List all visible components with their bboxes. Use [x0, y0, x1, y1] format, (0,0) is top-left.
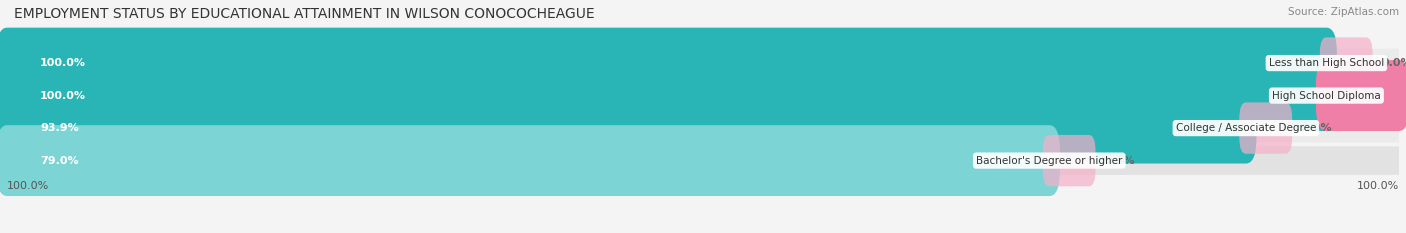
- Text: EMPLOYMENT STATUS BY EDUCATIONAL ATTAINMENT IN WILSON CONOCOCHEAGUE: EMPLOYMENT STATUS BY EDUCATIONAL ATTAINM…: [14, 7, 595, 21]
- Text: 93.9%: 93.9%: [39, 123, 79, 133]
- FancyBboxPatch shape: [1239, 103, 1292, 154]
- FancyBboxPatch shape: [0, 28, 1337, 99]
- Text: College / Associate Degree: College / Associate Degree: [1175, 123, 1316, 133]
- Text: High School Diploma: High School Diploma: [1272, 91, 1381, 101]
- Text: 100.0%: 100.0%: [1357, 181, 1399, 191]
- FancyBboxPatch shape: [7, 114, 1399, 142]
- FancyBboxPatch shape: [7, 49, 1399, 77]
- Text: 0.0%: 0.0%: [1105, 156, 1136, 166]
- Text: Bachelor's Degree or higher: Bachelor's Degree or higher: [976, 156, 1122, 166]
- Text: 100.0%: 100.0%: [7, 181, 49, 191]
- Text: 79.0%: 79.0%: [39, 156, 79, 166]
- Text: 0.0%: 0.0%: [1302, 123, 1331, 133]
- Text: 100.0%: 100.0%: [39, 91, 86, 101]
- FancyBboxPatch shape: [7, 146, 1399, 175]
- Text: 0.0%: 0.0%: [1382, 58, 1406, 68]
- FancyBboxPatch shape: [1320, 37, 1372, 89]
- Text: Source: ZipAtlas.com: Source: ZipAtlas.com: [1288, 7, 1399, 17]
- Text: 100.0%: 100.0%: [39, 58, 86, 68]
- FancyBboxPatch shape: [0, 93, 1257, 164]
- FancyBboxPatch shape: [0, 125, 1060, 196]
- FancyBboxPatch shape: [1043, 135, 1095, 186]
- Text: Less than High School: Less than High School: [1268, 58, 1384, 68]
- FancyBboxPatch shape: [1316, 60, 1406, 131]
- FancyBboxPatch shape: [0, 60, 1337, 131]
- FancyBboxPatch shape: [7, 81, 1399, 110]
